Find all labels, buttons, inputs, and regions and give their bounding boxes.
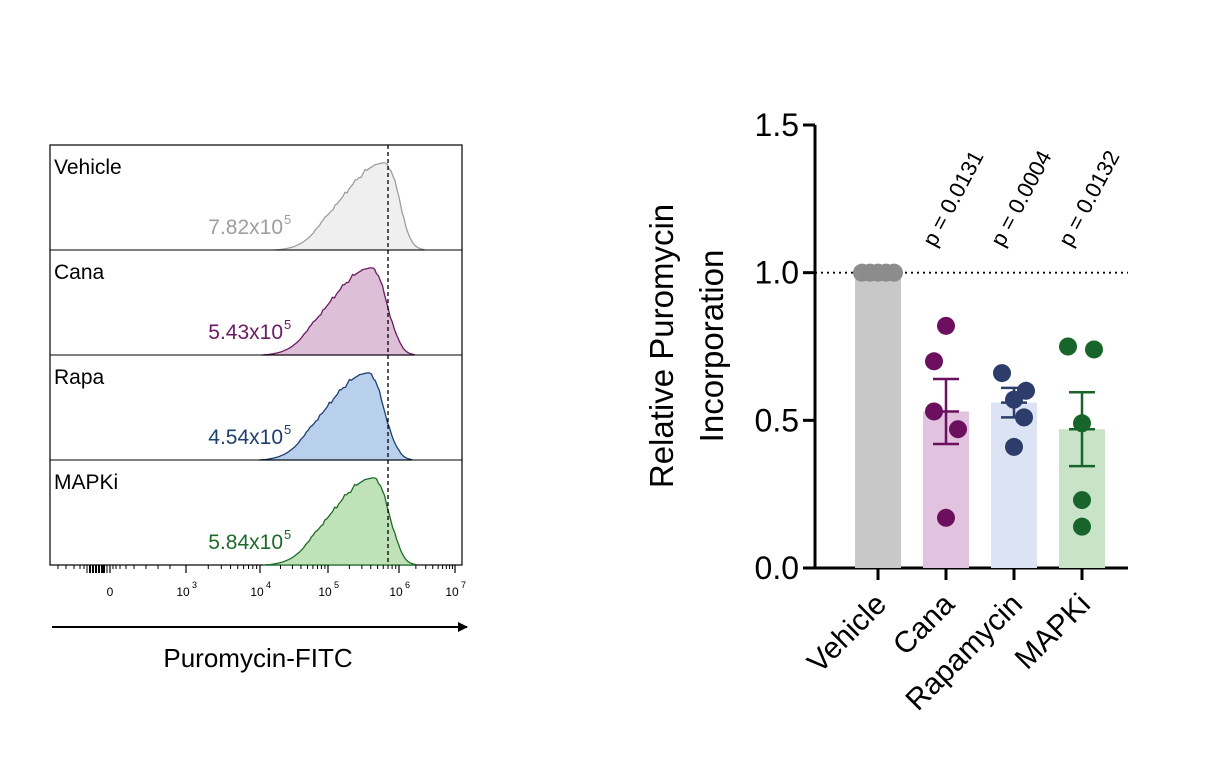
mfi-label-rapa: 4.54x10 (208, 426, 283, 449)
bar-bars (853, 263, 1105, 568)
x-tick-label: 10 (318, 585, 332, 599)
bar-rapamycin (991, 402, 1037, 568)
y-label-line-1: Relative Puromycin (643, 204, 680, 488)
bar-vehicle (855, 272, 901, 568)
y-tick-label: 0.5 (755, 402, 799, 438)
panel-label-cana: Cana (54, 261, 105, 284)
panel-label-mapki: MAPKi (54, 471, 118, 494)
x-tick-exponent: 7 (461, 580, 466, 590)
histogram-curve-rapa (257, 372, 413, 461)
mfi-exponent-rapa: 5 (284, 422, 291, 437)
histogram-curve-mapki (262, 477, 417, 566)
data-point-cana (925, 402, 943, 421)
data-point-cana (937, 508, 955, 527)
data-point-cana (925, 352, 943, 371)
x-tick-label: 10 (250, 585, 264, 599)
x-tick-exponent: 5 (334, 580, 339, 590)
x-tick-label: 10 (176, 585, 190, 599)
x-tick-label: 10 (445, 585, 459, 599)
x-tick-exponent: 6 (405, 580, 410, 590)
histogram-x-axis: 0 10 3 10 4 10 5 10 6 10 7 (57, 565, 466, 599)
mfi-exponent-mapki: 5 (284, 527, 291, 542)
data-point-mapki (1059, 337, 1077, 356)
y-tick-label: 0.0 (755, 550, 799, 586)
histogram-x-label: Puromycin-FITC (163, 643, 352, 673)
data-point-vehicle (885, 263, 903, 282)
data-point-mapki (1073, 517, 1091, 536)
data-point-cana (949, 420, 967, 439)
panel-label-rapa: Rapa (54, 366, 105, 389)
y-tick-label: 1.5 (755, 107, 799, 143)
x-tick-label: 0 (107, 585, 114, 599)
data-point-mapki (1085, 340, 1103, 359)
y-tick-label: 1.0 (755, 255, 799, 291)
data-point-rapamycin (1005, 437, 1023, 456)
mfi-exponent-cana: 5 (284, 317, 291, 332)
data-point-rapamycin (993, 364, 1011, 383)
p-value-mapki: p = 0.0132 (1053, 146, 1124, 250)
x-tick-label-mapki: MAPKi (1009, 588, 1097, 676)
mfi-label-vehicle: 7.82x10 (208, 216, 283, 239)
bar-y-label: Relative Puromycin Incorporation (643, 204, 730, 488)
histogram-curve-vehicle (272, 162, 425, 251)
p-value-cana: p = 0.0131 (917, 146, 988, 250)
data-point-mapki (1073, 491, 1091, 510)
data-point-cana (937, 316, 955, 335)
bar-chart: 0.0 0.5 1.0 1.5 Relative Puromycin Incorpora… (643, 107, 1128, 717)
x-tick-exponent: 3 (192, 580, 197, 590)
data-point-mapki (1073, 414, 1091, 433)
data-point-rapamycin (1015, 408, 1033, 427)
data-point-rapamycin (1005, 390, 1023, 409)
p-value-rapamycin: p = 0.0004 (985, 146, 1056, 250)
mfi-label-mapki: 5.84x10 (208, 531, 283, 554)
panel-label-vehicle: Vehicle (54, 156, 122, 179)
x-tick-exponent: 4 (266, 580, 271, 590)
x-tick-label: 10 (389, 585, 403, 599)
mfi-label-cana: 5.43x10 (208, 321, 283, 344)
x-tick-label-vehicle: Vehicle (801, 588, 893, 680)
mfi-exponent-vehicle: 5 (284, 212, 291, 227)
y-label-line-2: Incorporation (693, 250, 730, 443)
histogram-curve-cana (260, 267, 415, 356)
